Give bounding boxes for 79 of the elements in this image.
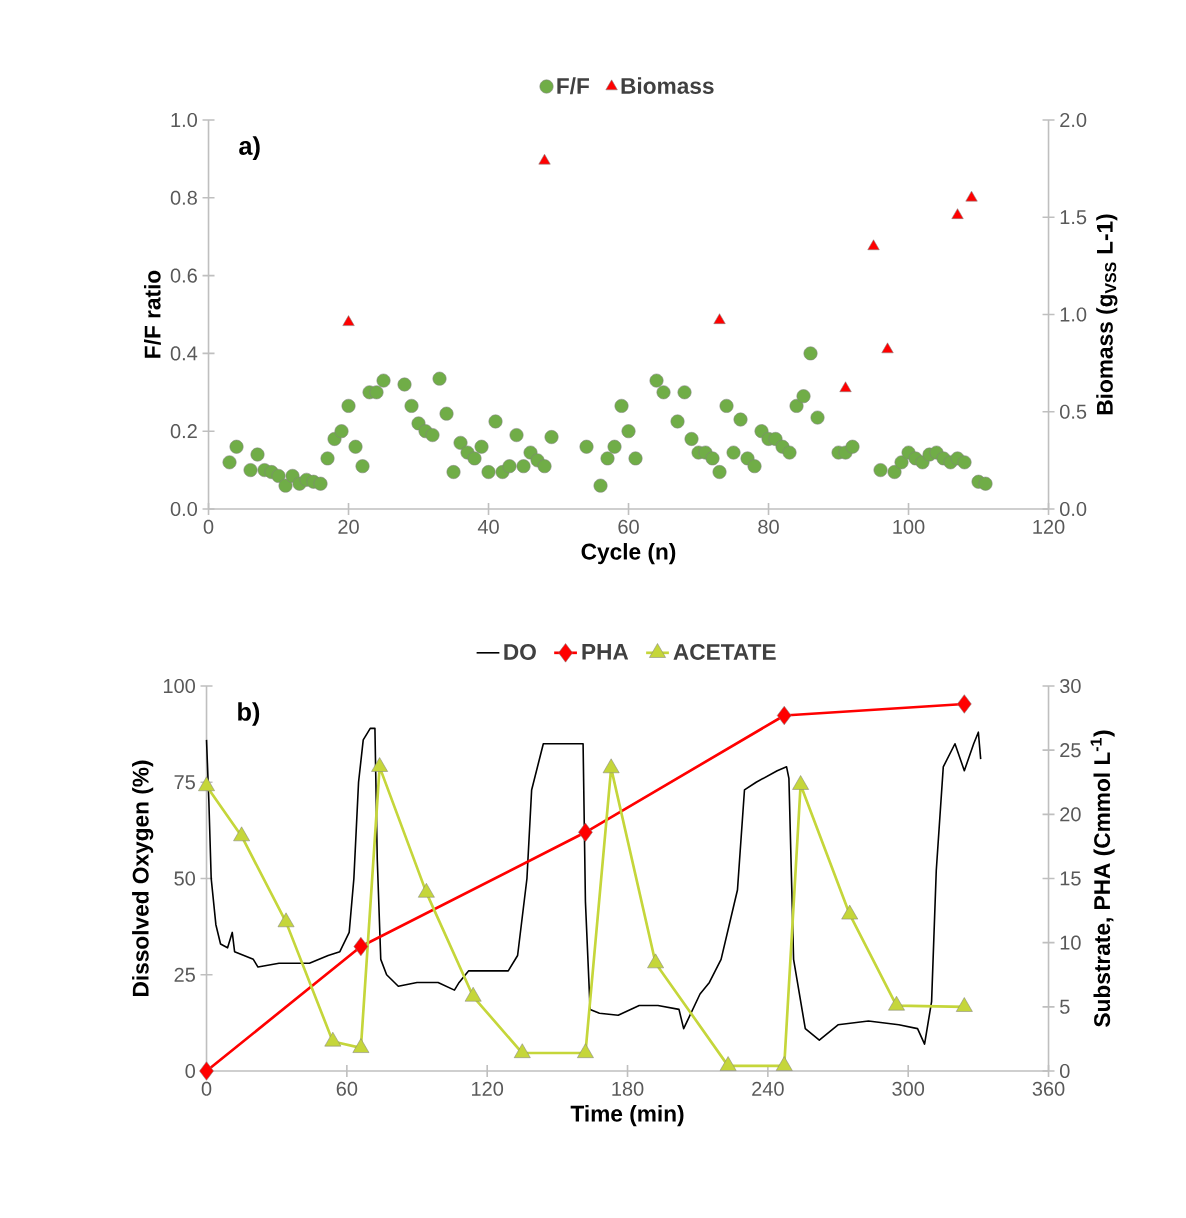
y2-tick-label: 0.5 [1060,404,1087,419]
legend-label: DO [504,643,537,660]
y-tick-label: 0.6 [171,268,198,283]
y2-tick-label: 15 [1061,871,1081,886]
point [965,190,978,202]
y2-tick-label: 1.5 [1061,210,1087,225]
point [233,826,251,842]
y-tick-label: 0.2 [171,424,198,439]
x-tick-label: 20 [338,519,360,534]
y2-tick-label: 0.0 [1060,501,1087,517]
x-tick-label: 240 [752,1081,784,1096]
y2-tick-label: 20 [1060,807,1081,822]
point [465,986,482,1002]
x-tick-label: 0 [203,519,214,534]
point [352,1038,370,1053]
y2-tick-label: 25 [1060,743,1081,758]
annotation: b) [238,702,260,726]
y-axis-title: Dissolved Oxygen (%) [132,760,154,996]
y2-tick-label: 2.0 [1060,112,1087,128]
y2-axis-title: Biomass (g$_{VSS}$ L-1) [1096,214,1118,415]
point [719,1056,737,1071]
point [418,883,435,898]
point [956,997,973,1012]
x-tick-label: 40 [478,519,500,534]
point [647,953,665,969]
point [777,705,792,726]
y2-tick-label: 30 [1060,678,1081,694]
x-tick-label: 60 [618,519,640,534]
point [792,775,810,790]
point [538,153,551,165]
y-tick-label: 75 [174,775,196,790]
point [951,208,964,219]
x-tick-label: 120 [472,1081,504,1096]
x-axis-title: Cycle (n) [581,543,676,565]
legend-label: F/F [557,77,590,95]
x-tick-label: 0 [201,1081,212,1096]
point [713,313,726,324]
point [277,912,295,928]
y2-tick-label: 5 [1060,999,1070,1014]
point [888,995,906,1011]
x-tick-label: 300 [892,1081,925,1096]
y-tick-label: 0 [185,1063,196,1079]
point [577,1043,595,1058]
x-tick-label: 60 [336,1081,358,1096]
legend-label: PHA [582,644,629,660]
y-tick-label: 0.4 [171,346,198,361]
point [198,776,216,792]
y-tick-label: 50 [174,871,196,886]
point [776,1056,793,1071]
x-tick-label: 120 [1033,519,1065,534]
x-tick-label: 100 [893,519,925,534]
y-tick-label: 100 [164,678,196,694]
point [342,315,355,326]
x-tick-label: 180 [612,1081,644,1096]
point [839,381,852,393]
y2-axis-title: Substrate, PHA (Cmmol L$^{-1}$) [1090,730,1115,1027]
point [867,239,880,251]
y-tick-label: 0.0 [171,501,198,517]
point [603,758,620,774]
x-axis-title: Time (min) [570,1105,684,1127]
point [371,757,389,772]
point [957,694,972,714]
y2-tick-label: 10 [1061,935,1081,950]
legend-label: ACETATE [673,643,776,660]
x-tick-label: 360 [1032,1081,1065,1096]
legend-label: Biomass [621,77,714,94]
y2-tick-label: 0 [1060,1063,1070,1079]
point [578,822,593,842]
y-tick-label: 1.0 [171,112,198,128]
point [324,1031,342,1047]
point [881,342,894,354]
y-tick-label: 25 [174,967,196,982]
point [514,1043,531,1058]
y-tick-label: 0.8 [171,190,198,205]
point [841,904,859,920]
y-axis-title: F/F ratio [144,270,162,358]
y2-tick-label: 1.0 [1061,307,1087,322]
annotation: a) [239,136,260,160]
x-tick-label: 80 [758,519,780,534]
